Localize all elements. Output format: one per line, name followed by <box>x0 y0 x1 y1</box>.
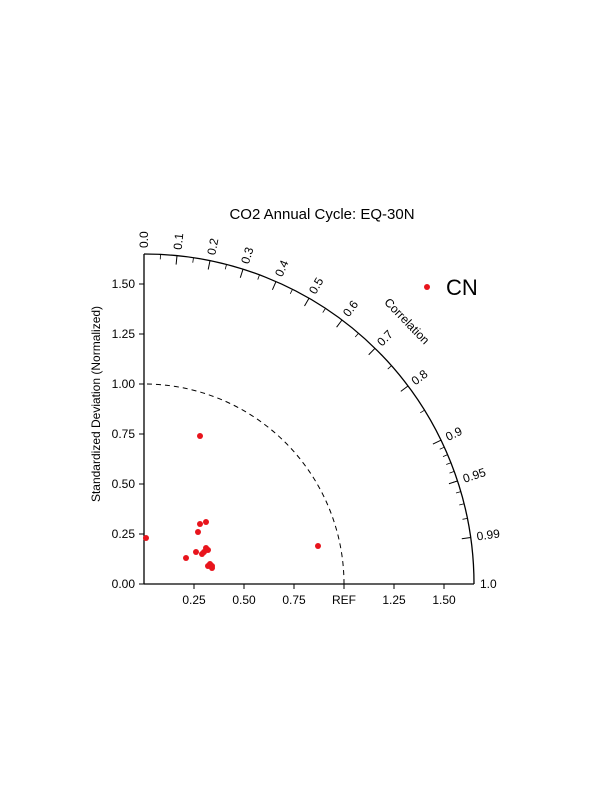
correlation-tick-label: 0.7 <box>374 327 396 349</box>
y-tick-label: 0.00 <box>112 577 136 591</box>
correlation-major-tick <box>400 385 409 392</box>
correlation-tick-label: 0.9 <box>443 424 464 444</box>
outer-arc <box>143 253 475 585</box>
x-tick-label: 0.25 <box>182 593 206 607</box>
data-point <box>315 543 321 549</box>
correlation-major-tick <box>432 439 442 445</box>
data-point <box>143 535 149 541</box>
std-ticks: 0.00 0.25 0.50 0.75 1.00 1.25 1.50 0.25 0.50 0.75… <box>112 277 456 607</box>
correlation-tick-label: 0.6 <box>340 297 361 319</box>
x-tick-label: 0.75 <box>282 593 306 607</box>
correlation-minor-tick <box>455 491 461 494</box>
legend-label: CN <box>446 275 478 300</box>
correlation-tick-label: 0.8 <box>409 367 431 388</box>
correlation-minor-tick <box>322 308 326 313</box>
chart-title: CO2 Annual Cycle: EQ-30N <box>229 206 414 223</box>
data-point <box>199 551 205 557</box>
correlation-major-tick <box>448 480 458 485</box>
correlation-major-tick <box>461 536 471 540</box>
correlation-minor-tick <box>289 289 293 294</box>
data-point <box>183 555 189 561</box>
ref-label: REF <box>332 593 356 607</box>
correlation-minor-tick <box>439 446 445 450</box>
correlation-major-tick <box>271 281 277 290</box>
x-tick-label: 0.50 <box>232 593 256 607</box>
data-point <box>197 521 203 527</box>
correlation-tick-label: 0.2 <box>204 237 221 256</box>
reference-arc <box>143 383 345 585</box>
legend: CN <box>424 275 478 300</box>
y-axis-label: Standardized Deviation (Normalized) <box>89 306 103 502</box>
correlation-minor-tick <box>420 409 425 414</box>
correlation-tick-label: 1.0 <box>480 577 497 591</box>
correlation-major-tick <box>368 347 376 356</box>
correlation-tick-label: 0.0 <box>137 231 151 248</box>
correlation-tick-label: 0.5 <box>306 275 327 297</box>
correlation-tick-label: 0.3 <box>238 245 256 265</box>
correlation-major-tick <box>336 319 343 328</box>
x-tick-label: 1.50 <box>432 593 456 607</box>
x-tick-label: 1.25 <box>382 593 406 607</box>
legend-marker <box>424 284 430 290</box>
correlation-minor-tick <box>387 365 392 370</box>
correlation-major-tick <box>239 269 244 278</box>
correlation-minor-tick <box>192 257 194 263</box>
data-point <box>205 547 211 553</box>
data-point <box>195 529 201 535</box>
data-point <box>209 563 215 569</box>
correlation-tick-label: 0.4 <box>272 258 292 279</box>
correlation-minor-tick <box>462 517 468 520</box>
correlation-major-tick <box>304 297 310 307</box>
correlation-minor-tick <box>354 332 359 338</box>
correlation-minor-tick <box>257 274 260 280</box>
data-point <box>193 549 199 555</box>
correlation-minor-tick <box>446 462 452 465</box>
axes <box>143 253 475 585</box>
correlation-tick-label: 0.1 <box>171 232 187 250</box>
reference-arc-line <box>143 383 345 585</box>
data-points <box>143 433 321 571</box>
correlation-ticks: 0.0 0.1 0.2 0.3 0.4 0.5 0.6 0.7 0.8 0.9 0.95 0.99 1.… <box>137 231 501 591</box>
correlation-major-tick <box>207 260 211 270</box>
correlation-tick-label: 0.95 <box>461 465 488 486</box>
correlation-tick-label: 0.99 <box>476 526 501 543</box>
y-tick-label: 1.00 <box>112 377 136 391</box>
correlation-minor-tick <box>224 264 227 270</box>
y-tick-label: 0.75 <box>112 427 136 441</box>
y-tick-label: 0.50 <box>112 477 136 491</box>
correlation-major-tick <box>175 255 178 265</box>
data-point <box>203 519 209 525</box>
y-tick-label: 1.50 <box>112 277 136 291</box>
data-point <box>197 433 203 439</box>
y-tick-label: 1.25 <box>112 327 136 341</box>
correlation-minor-tick <box>459 503 465 506</box>
y-tick-label: 0.25 <box>112 527 136 541</box>
correlation-minor-tick <box>442 454 448 457</box>
correlation-minor-tick <box>449 471 455 474</box>
